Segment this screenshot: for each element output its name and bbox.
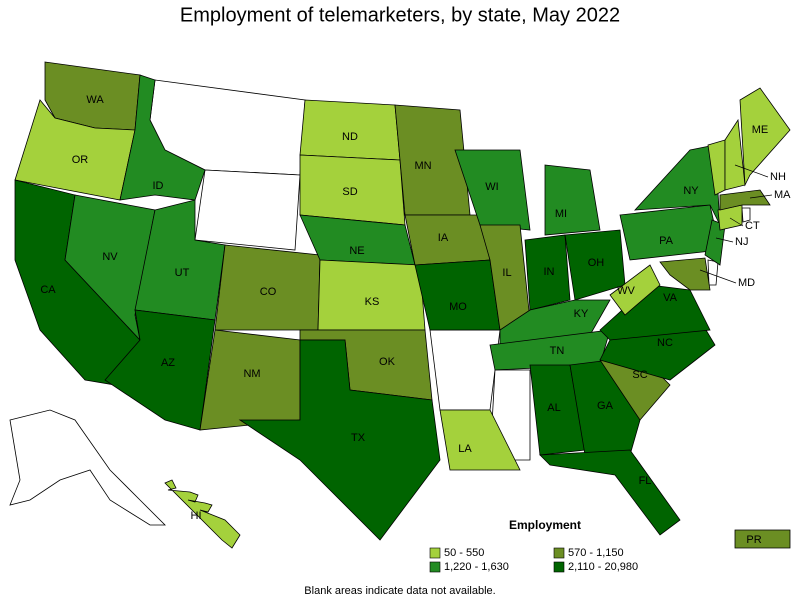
state-label: SD: [342, 186, 357, 198]
map-title: Employment of telemarketers, by state, M…: [180, 4, 620, 26]
state-shape: [609, 264, 661, 316]
state-shape: [454, 149, 531, 231]
state-label: WV: [617, 285, 635, 297]
state-shape: [719, 189, 771, 211]
leader-line: [699, 269, 737, 284]
state-shape: [659, 257, 711, 291]
state-label: PR: [746, 534, 761, 546]
leader-line: [734, 164, 769, 178]
state-label: MA: [774, 189, 791, 201]
state-shape: [741, 207, 751, 223]
state-label: MO: [449, 301, 467, 313]
states: [14, 61, 791, 549]
state-shape: [64, 194, 156, 342]
state-label: NM: [243, 368, 260, 380]
state-label: NJ: [735, 236, 748, 248]
legend-label: 1,220 - 1,630: [444, 561, 509, 573]
state-shape: [194, 169, 301, 251]
state-label: NH: [770, 171, 786, 183]
legend: 50 - 550 570 - 1,150 1,220 - 1,630 2,110 - …: [429, 547, 638, 573]
state-label: OH: [588, 257, 605, 269]
state-label: UT: [175, 267, 190, 279]
legend-swatch: [429, 547, 441, 559]
state-label: SC: [632, 369, 647, 381]
legend-swatch: [553, 561, 565, 573]
state-label: OK: [379, 356, 396, 368]
state-shape: [739, 87, 791, 187]
state-shape: [539, 449, 681, 536]
state-labels: WA OR CA NV ID UT AZ CO NM ND SD NE KS OK TX MN IA MO LA WI…: [40, 94, 791, 546]
legend-label: 570 - 1,150: [568, 547, 624, 559]
state-label: IL: [502, 267, 511, 279]
legend-title: Employment: [509, 518, 581, 532]
state-shape: [619, 204, 721, 261]
state-shape: [104, 309, 216, 431]
state-label: KY: [574, 308, 589, 320]
state-label: AL: [547, 402, 560, 414]
state-label: NY: [683, 185, 699, 197]
state-label: WA: [86, 94, 104, 106]
leader-line: [749, 194, 773, 199]
legend-swatch: [553, 547, 565, 559]
state-label: IA: [438, 232, 449, 244]
state-label: KS: [365, 296, 380, 308]
state-shape: [199, 329, 301, 431]
state-label: TX: [351, 432, 366, 444]
state-shape: [238, 339, 441, 541]
leader-line: [729, 217, 744, 227]
state-label: ND: [342, 131, 358, 143]
state-shape: [9, 409, 166, 526]
legend-label: 50 - 550: [444, 547, 484, 559]
state-shape: [164, 479, 241, 549]
legend-label: 2,110 - 20,980: [568, 561, 638, 573]
state-label: ID: [153, 180, 164, 192]
state-shape: [544, 164, 601, 236]
state-label: FL: [639, 475, 652, 487]
state-label: NV: [102, 251, 118, 263]
state-shape: [439, 409, 521, 471]
state-shape: [524, 234, 571, 311]
state-label: LA: [458, 443, 472, 455]
state-shape: [429, 329, 501, 411]
state-label: CO: [260, 286, 277, 298]
state-label: NC: [657, 337, 673, 349]
state-label: MN: [414, 160, 431, 172]
state-label: ME: [752, 124, 769, 136]
state-label: MD: [738, 277, 755, 289]
state-label: NE: [349, 245, 364, 257]
state-label: GA: [597, 400, 614, 412]
state-label: AZ: [161, 357, 175, 369]
state-shape: [734, 529, 791, 549]
note: Blank areas indicate data not available.: [304, 585, 495, 597]
state-shape: [707, 259, 719, 286]
blank-states: [9, 79, 751, 526]
state-label: TN: [550, 345, 565, 357]
leader-line: [715, 237, 734, 243]
state-label: VA: [663, 292, 678, 304]
state-label: CA: [40, 284, 56, 296]
state-label: PA: [659, 235, 674, 247]
state-shape: [119, 74, 206, 201]
state-label: WI: [485, 181, 498, 193]
state-label: HI: [191, 510, 202, 522]
state-label: OR: [72, 154, 89, 166]
state-shape: [414, 259, 501, 331]
state-label: MI: [555, 208, 567, 220]
state-label: IN: [544, 266, 555, 278]
state-label: CT: [745, 220, 760, 232]
legend-swatch: [429, 561, 441, 573]
